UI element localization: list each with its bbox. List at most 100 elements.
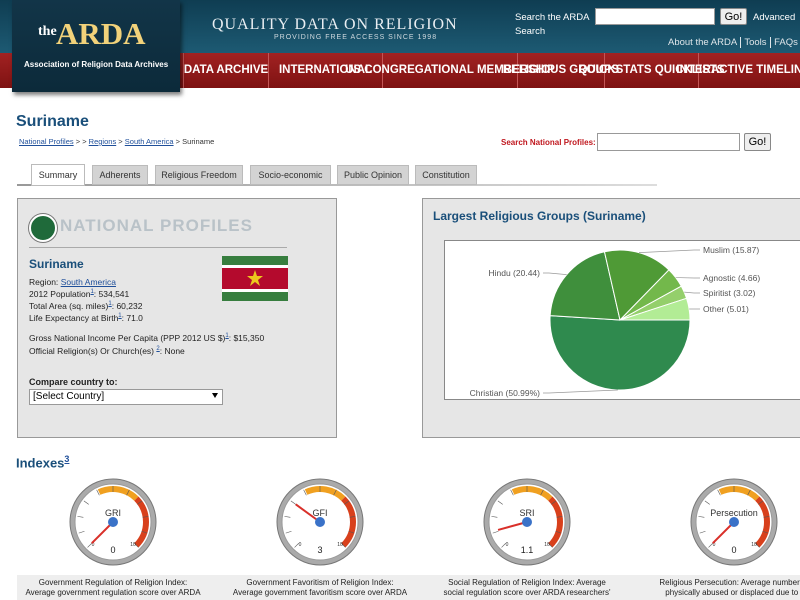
gauge-tick — [344, 500, 350, 505]
profile-search-button[interactable]: Go! — [744, 133, 771, 151]
gauge-tick — [349, 516, 356, 518]
gauge-tick — [333, 489, 337, 496]
slice-label: Christian (50.99%) — [470, 388, 541, 398]
fact-value: : 71.0 — [121, 313, 143, 323]
nav-item[interactable]: RELIGIOUS GROUPS — [503, 53, 619, 88]
nav-item[interactable]: INTERNATIONAL — [268, 53, 382, 88]
logo-the: the — [38, 24, 57, 39]
gauge-tick — [501, 543, 506, 548]
gauge-tick — [134, 543, 139, 548]
advanced-search[interactable]: Advanced — [753, 12, 796, 23]
tab[interactable]: Religious Freedom — [155, 165, 243, 185]
fact: Total Area (sq. miles)1: 60,232 — [29, 301, 142, 311]
footnote[interactable]: 3 — [64, 454, 70, 464]
fact-value: : 60,232 — [111, 301, 143, 311]
leader-line — [638, 249, 700, 253]
gauge-caption: physically abused or displaced due to t — [665, 588, 800, 597]
header-links: About the ARDA Tools FAQs — [668, 37, 798, 48]
footnote[interactable]: 1 — [90, 289, 94, 296]
footnote[interactable]: 2 — [156, 346, 160, 353]
link[interactable]: FAQs — [770, 37, 798, 48]
slice-label: Spiritist (3.02) — [703, 288, 756, 298]
gauge-band — [755, 496, 770, 548]
gauge-caption: Government Regulation of Religion Index: — [39, 578, 188, 587]
search-button[interactable]: Go! — [720, 8, 747, 25]
gauge-caption: Average government favoritism score over… — [233, 588, 408, 597]
slice-label: Other (5.01) — [703, 304, 749, 314]
gauge-max: 10 — [337, 542, 343, 548]
gauge-tick — [87, 543, 92, 548]
gauge-value: 1.1 — [521, 545, 534, 555]
gauge-tick — [83, 500, 89, 505]
gauge-label: SRI — [519, 508, 534, 518]
fact: Gross National Income Per Capita (PPP 20… — [29, 333, 264, 343]
nav-item[interactable]: INTERACTIVE TIMELINES — [676, 53, 800, 88]
gauge-tick — [77, 516, 84, 518]
gauge-band — [304, 486, 346, 501]
fact: 2012 Population1: 534,541 — [29, 289, 129, 299]
gauge-max: 10 — [544, 542, 550, 548]
advanced-search[interactable]: Search — [515, 26, 546, 37]
gauge-tick — [294, 543, 299, 548]
link[interactable]: About the ARDA — [668, 37, 737, 48]
gauge-caption: Average government regulation score over… — [25, 588, 201, 597]
region: Region: South America — [29, 277, 116, 287]
tagline: QUALITY DATA ON RELIGION — [212, 16, 458, 33]
gauge-caption: social regulation score over ARDA resear… — [444, 588, 611, 597]
tab[interactable]: Public Opinion — [337, 165, 409, 185]
gauge-tick — [763, 516, 770, 518]
gauge-tick — [704, 500, 710, 505]
fact-value: : None — [159, 346, 185, 356]
gauge-hub — [108, 517, 118, 527]
profile-search-input[interactable] — [597, 133, 740, 151]
crumb[interactable]: Regions — [88, 137, 117, 146]
crumb[interactable]: National Profiles — [19, 137, 74, 146]
crumb[interactable]: South America — [124, 137, 174, 146]
nav-item[interactable]: DATA ARCHIVE — [183, 53, 268, 88]
banner: NATIONAL PROFILES — [60, 216, 253, 235]
logo[interactable]: the ARDA Association of Religion Data Ar… — [12, 0, 180, 92]
caption-bar — [17, 575, 800, 600]
crumb-sep: > — [75, 137, 81, 146]
gauge-tick — [284, 516, 291, 518]
footnote[interactable]: 1 — [108, 301, 112, 308]
search-input[interactable] — [595, 8, 715, 25]
gauge-label: GFI — [313, 508, 328, 518]
chart-title: Largest Religious Groups (Suriname) — [433, 209, 646, 223]
leader-line — [543, 389, 618, 394]
gauge-caption: Religious Persecution: Average number of — [659, 578, 800, 587]
tab[interactable]: Socio-economic — [250, 165, 331, 185]
fact: Life Expectancy at Birth1: 71.0 — [29, 313, 143, 323]
fact-value: : 534,541 — [93, 289, 130, 299]
region-link[interactable]: South America — [60, 277, 116, 287]
profile-search-label: Search National Profiles: — [501, 138, 596, 147]
gauge-tick — [755, 543, 760, 548]
gauge-hub — [315, 517, 325, 527]
gauge-caption: Government Favoritism of Religion Index: — [246, 578, 393, 587]
pie-slice — [603, 249, 670, 322]
slice-label: Agnostic (4.66) — [703, 273, 760, 283]
gauge-tick — [137, 500, 143, 505]
gauge-tick — [762, 530, 769, 534]
crumb-sep: > — [118, 137, 123, 146]
gauge-min: 0 — [299, 542, 302, 548]
gauge-tick — [717, 489, 721, 496]
gauge-max: 10 — [751, 542, 757, 548]
footnote[interactable]: 1 — [225, 333, 229, 340]
tab[interactable]: Adherents — [92, 165, 148, 185]
leader-line — [543, 272, 567, 276]
nav-item[interactable]: US CONGREGATIONAL MEMBERSHIP — [345, 53, 555, 88]
tab[interactable]: Constitution — [415, 165, 477, 185]
tab[interactable]: Summary — [31, 164, 85, 186]
gauge-band — [341, 496, 356, 548]
gauge-min: 0 — [92, 542, 95, 548]
gauge-band — [97, 486, 139, 501]
link[interactable]: Tools — [740, 37, 767, 48]
page-title: Suriname — [16, 113, 89, 130]
slice-label: Muslim (15.87) — [703, 245, 759, 255]
compare-select[interactable]: [Select Country] — [29, 389, 223, 405]
gauge-tick — [551, 500, 557, 505]
footnote[interactable]: 1 — [118, 313, 122, 320]
nav-item[interactable]: QUICKSTATS QUICKLISTS — [579, 53, 724, 88]
gauge-tick — [698, 516, 705, 518]
